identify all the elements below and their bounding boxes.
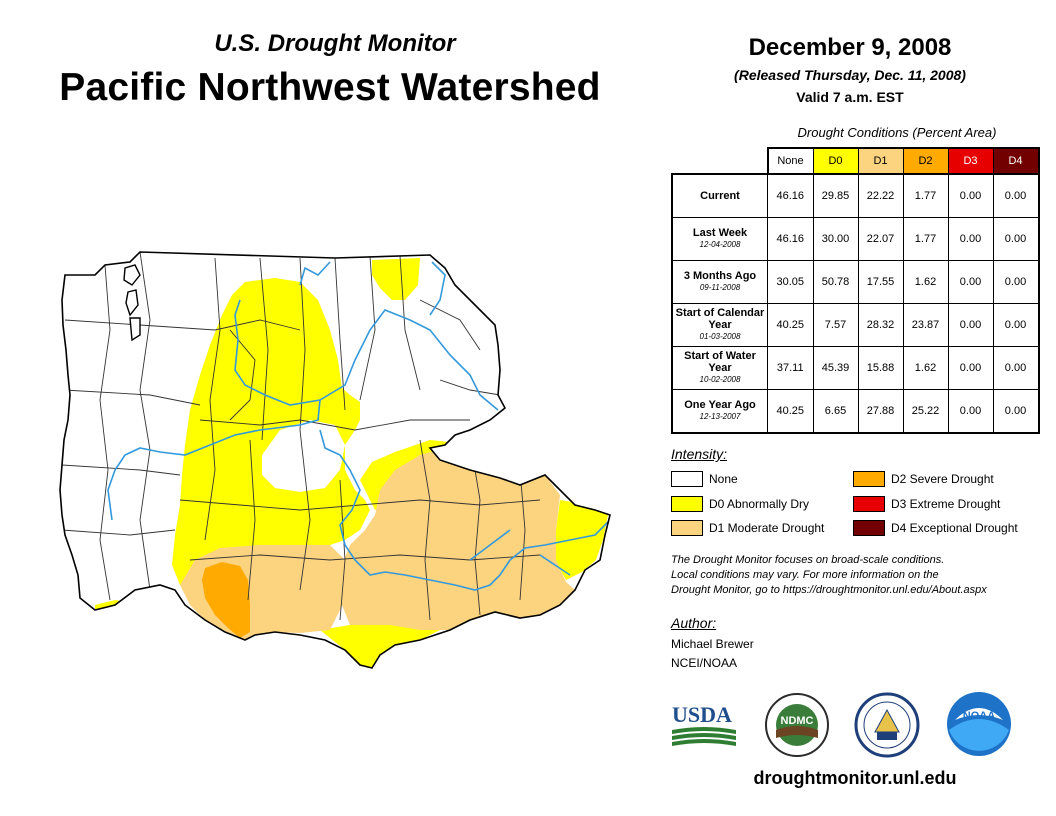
- drought-map: [59, 251, 611, 669]
- noaa-logo: NOAA: [947, 692, 1011, 756]
- legend-swatch: [671, 496, 703, 512]
- website-url[interactable]: droughtmonitor.unl.edu: [753, 768, 957, 788]
- cell-d3: 0.00: [947, 346, 994, 390]
- col-d1: D1: [857, 147, 904, 175]
- cell-none: 46.16: [767, 173, 814, 218]
- legend-swatch: [853, 520, 885, 536]
- cell-d2: 25.22: [902, 389, 949, 434]
- cell-d0: 30.00: [812, 217, 859, 261]
- cell-d3: 0.00: [947, 303, 994, 347]
- cell-d2: 23.87: [902, 303, 949, 347]
- row-label: Start of Water Year 10-02-2008: [671, 346, 768, 390]
- cell-d1: 22.07: [857, 217, 904, 261]
- d1-area-east: [340, 448, 575, 630]
- table-row: One Year Ago 12-13-2007 40.25 6.65 27.88 …: [671, 389, 1040, 434]
- map-date: December 9, 2008: [748, 34, 952, 61]
- ndmc-logo: NDMC: [765, 693, 829, 757]
- cell-d1: 17.55: [857, 260, 904, 304]
- header-corner: [672, 148, 768, 175]
- legend-title: Intensity:: [671, 446, 728, 462]
- disclaimer-note: The Drought Monitor focuses on broad-sca…: [671, 554, 987, 596]
- d0-area-northeast: [372, 258, 420, 300]
- svg-text:USDA: USDA: [672, 702, 732, 727]
- rivers: [107, 261, 610, 591]
- table-caption: Drought Conditions (Percent Area): [797, 125, 997, 140]
- legend-swatch: [853, 471, 885, 487]
- table-row: Start of Calendar Year 01-03-2008 40.25 7…: [671, 303, 1040, 347]
- cell-d4: 0.00: [992, 217, 1040, 261]
- cell-d3: 0.00: [947, 173, 994, 218]
- map-subtitle: U.S. Drought Monitor: [214, 30, 456, 57]
- cell-d0: 29.85: [812, 173, 859, 218]
- author-name: Michael Brewer: [671, 637, 754, 651]
- row-label: Current: [671, 173, 768, 218]
- cell-d3: 0.00: [947, 260, 994, 304]
- d0-area-south: [320, 625, 440, 668]
- col-none: None: [766, 147, 814, 175]
- row-label: Last Week 12-04-2008: [671, 217, 768, 261]
- d2-area: [202, 562, 250, 638]
- row-label: 3 Months Ago 09-11-2008: [671, 260, 768, 304]
- cell-d2: 1.62: [902, 346, 949, 390]
- cell-d1: 28.32: [857, 303, 904, 347]
- cell-d3: 0.00: [947, 217, 994, 261]
- cell-d4: 0.00: [992, 346, 1040, 390]
- cell-none: 30.05: [767, 260, 814, 304]
- cell-d4: 0.00: [992, 389, 1040, 434]
- cell-d4: 0.00: [992, 260, 1040, 304]
- table-row: Current 46.16 29.85 22.22 1.77 0.00 0.00: [671, 173, 1040, 218]
- none-pocket: [262, 420, 345, 492]
- commerce-seal: [854, 692, 920, 758]
- legend-swatch: [671, 471, 703, 487]
- region-outline: [59, 251, 611, 669]
- cell-d4: 0.00: [992, 173, 1040, 218]
- table-row: Last Week 12-04-2008 46.16 30.00 22.07 1.…: [671, 217, 1040, 261]
- cell-d3: 0.00: [947, 389, 994, 434]
- col-d0: D0: [812, 147, 859, 175]
- puget-sound-islands: [123, 264, 141, 342]
- d0-area-southeast: [555, 500, 608, 580]
- cell-d4: 0.00: [992, 303, 1040, 347]
- cell-none: 46.16: [767, 217, 814, 261]
- cell-d2: 1.77: [902, 217, 949, 261]
- cell-d0: 7.57: [812, 303, 859, 347]
- col-d2: D2: [902, 147, 949, 175]
- cell-none: 40.25: [767, 303, 814, 347]
- cell-d0: 6.65: [812, 389, 859, 434]
- cell-none: 37.11: [767, 346, 814, 390]
- table-row: 3 Months Ago 09-11-2008 30.05 50.78 17.55…: [671, 260, 1040, 304]
- row-label: One Year Ago 12-13-2007: [671, 389, 768, 434]
- cell-d0: 50.78: [812, 260, 859, 304]
- cell-none: 40.25: [767, 389, 814, 434]
- legend-swatch: [853, 496, 885, 512]
- cell-d2: 1.77: [902, 173, 949, 218]
- author-heading: Author:: [671, 615, 717, 631]
- drought-conditions-table: None D0 D1 D2 D3 D4 Current 46.16 29.85 …: [671, 147, 1040, 434]
- svg-text:NDMC: NDMC: [781, 715, 814, 727]
- release-date: (Released Thursday, Dec. 11, 2008): [734, 67, 966, 83]
- basin-boundaries: [61, 252, 541, 621]
- legend-swatch: [671, 520, 703, 536]
- cell-d1: 27.88: [857, 389, 904, 434]
- table-row: Start of Water Year 10-02-2008 37.11 45.3…: [671, 346, 1040, 390]
- svg-text:NOAA: NOAA: [963, 710, 995, 722]
- valid-time: Valid 7 a.m. EST: [796, 89, 904, 105]
- cell-d2: 1.62: [902, 260, 949, 304]
- col-d3: D3: [947, 147, 994, 175]
- map-title: Pacific Northwest Watershed: [59, 66, 601, 109]
- col-d4: D4: [992, 147, 1040, 175]
- author-organization: NCEI/NOAA: [671, 656, 738, 670]
- cell-d1: 22.22: [857, 173, 904, 218]
- table-header-row: None D0 D1 D2 D3 D4: [672, 147, 1040, 175]
- row-label: Start of Calendar Year 01-03-2008: [671, 303, 768, 347]
- cell-d0: 45.39: [812, 346, 859, 390]
- cell-d1: 15.88: [857, 346, 904, 390]
- usda-logo: USDA: [672, 702, 736, 746]
